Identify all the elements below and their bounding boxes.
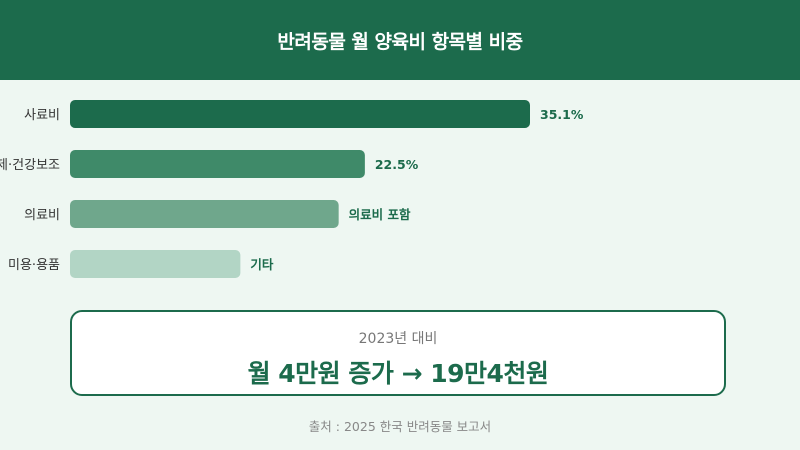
comparison-box: 2023년 대비 월 4만원 증가 → 19만4천원 xyxy=(70,310,726,396)
bar-3 xyxy=(70,200,339,228)
category-label: 의료비 xyxy=(24,208,60,223)
comparison-subtitle: 2023년 대비 xyxy=(358,331,438,347)
chart-title: 반려동물 월 양육비 항목별 비중 xyxy=(277,30,523,53)
value-label: 22.5% xyxy=(375,157,419,172)
bar-2 xyxy=(70,150,365,178)
source-note: 출처 : 2025 한국 반려동물 보고서 xyxy=(308,419,492,434)
comparison-main-text: 월 4만원 증가 → 19만4천원 xyxy=(247,359,549,388)
bar-1 xyxy=(70,100,530,128)
category-label: 영양제·건강보조 xyxy=(0,158,60,173)
value-label: 기타 xyxy=(250,257,274,272)
value-label: 의료비 포함 xyxy=(349,207,411,222)
category-label: 사료비 xyxy=(24,108,60,123)
chart-header: 반려동물 월 양육비 항목별 비중 xyxy=(0,0,800,80)
value-label: 35.1% xyxy=(540,107,584,122)
bar-4 xyxy=(70,250,241,278)
category-label: 미용·용품 xyxy=(8,258,60,273)
